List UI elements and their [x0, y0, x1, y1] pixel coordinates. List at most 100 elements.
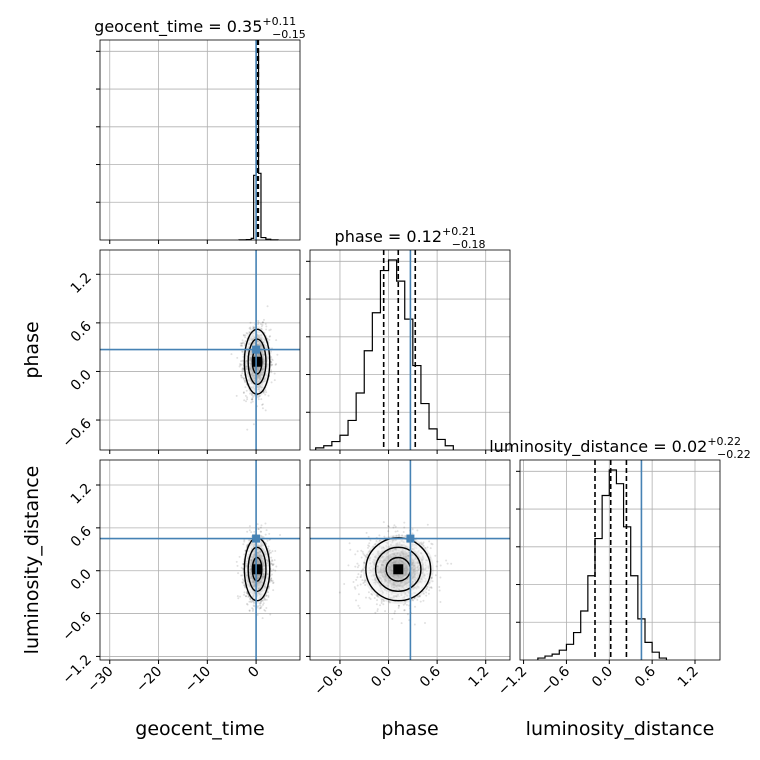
sample-point [395, 534, 398, 537]
sample-point [422, 592, 425, 595]
sample-point [272, 589, 275, 592]
sample-point [270, 570, 273, 573]
sample-point [398, 535, 401, 538]
sample-point [347, 564, 350, 567]
sample-point [241, 367, 244, 370]
sample-point [267, 545, 270, 548]
sample-point [363, 554, 366, 557]
sample-point [241, 369, 244, 372]
sample-point [357, 593, 360, 596]
sample-point [257, 321, 260, 324]
panel-geocent-time-vs-geocent-time-frame [99, 39, 301, 241]
x-tick-label-luminosity-distance-2: 0.0 [589, 664, 616, 691]
sample-point [438, 586, 441, 589]
sample-point [252, 325, 255, 328]
sample-point [438, 589, 441, 592]
sample-point [241, 344, 244, 347]
sample-point [273, 379, 276, 382]
title-luminosity-distance: luminosity_distance = 0.02+0.22 −0.22 [489, 435, 751, 461]
sample-point [244, 334, 247, 337]
sample-point [354, 565, 357, 568]
sample-point [252, 600, 255, 603]
sample-point [430, 577, 433, 580]
sample-point [264, 522, 267, 525]
sample-point [360, 549, 363, 552]
sample-point [338, 591, 341, 594]
sample-point [358, 607, 361, 610]
y-tick-label-phase-3: 1.2 [68, 270, 95, 297]
sample-point [270, 381, 273, 384]
sample-point [259, 602, 262, 605]
sample-point [261, 403, 264, 406]
sample-point [265, 594, 268, 597]
sample-point [425, 587, 428, 590]
sample-point [241, 368, 244, 371]
sample-point [365, 596, 368, 599]
sample-point [263, 597, 266, 600]
sample-point [394, 525, 397, 528]
sample-point [426, 546, 429, 549]
sample-point [365, 556, 368, 559]
sample-point [380, 600, 383, 603]
sample-point [375, 603, 378, 606]
sample-point [445, 559, 448, 562]
sample-point [246, 592, 249, 595]
sample-point [262, 603, 265, 606]
sample-point [242, 341, 245, 344]
sample-point [259, 323, 262, 326]
sample-point [260, 327, 263, 330]
sample-point [252, 423, 255, 426]
sample-point [356, 562, 359, 565]
sample-point [247, 595, 250, 598]
sample-point [262, 391, 265, 394]
panel-luminosity-distance-vs-luminosity-distance-frame [519, 459, 721, 661]
sample-point [377, 595, 380, 598]
y-tick-label-luminosity-distance-2: 0.0 [68, 566, 95, 593]
sample-point [446, 562, 449, 565]
sample-point [388, 601, 391, 604]
sample-point [354, 553, 357, 556]
sample-point [251, 607, 254, 610]
sample-point [270, 556, 273, 559]
sample-point [412, 599, 415, 602]
x-tick-label-luminosity-distance-4: 1.2 [675, 664, 702, 691]
histogram-luminosity-distance [537, 469, 668, 660]
sample-point [413, 623, 416, 626]
x-tick-label-phase-2: 0.6 [417, 663, 444, 690]
sample-point [416, 529, 419, 532]
sample-point [244, 340, 247, 343]
sample-point [243, 540, 246, 543]
sample-point [267, 595, 270, 598]
sample-point [261, 323, 264, 326]
sample-point [360, 574, 363, 577]
x-tick-label-geocent-time-1: −20 [133, 664, 165, 696]
sample-point [427, 589, 430, 592]
sample-point [359, 576, 362, 579]
sample-point [357, 573, 360, 576]
sample-point [367, 544, 370, 547]
sample-point [371, 593, 374, 596]
sample-point [264, 322, 267, 325]
sample-point [242, 579, 245, 582]
sample-point [250, 531, 253, 534]
sample-point [356, 584, 359, 587]
sample-point [269, 579, 272, 582]
sample-point [401, 534, 404, 537]
sample-point [403, 521, 406, 524]
sample-point [425, 591, 428, 594]
truth-marker [252, 345, 261, 354]
sample-point [275, 363, 278, 366]
sample-point [273, 559, 276, 562]
sample-point [270, 364, 273, 367]
sample-point [436, 560, 439, 563]
sample-point [230, 353, 233, 356]
y-tick-label-luminosity-distance-1: −0.6 [59, 609, 94, 644]
sample-point [249, 326, 252, 329]
sample-point [359, 583, 362, 586]
x-tick-label-geocent-time-3: 0 [245, 664, 263, 682]
sample-point [241, 342, 244, 345]
sample-point [257, 323, 260, 326]
sample-point [263, 609, 266, 612]
panel-luminosity-distance-vs-geocent-time [235, 522, 282, 620]
